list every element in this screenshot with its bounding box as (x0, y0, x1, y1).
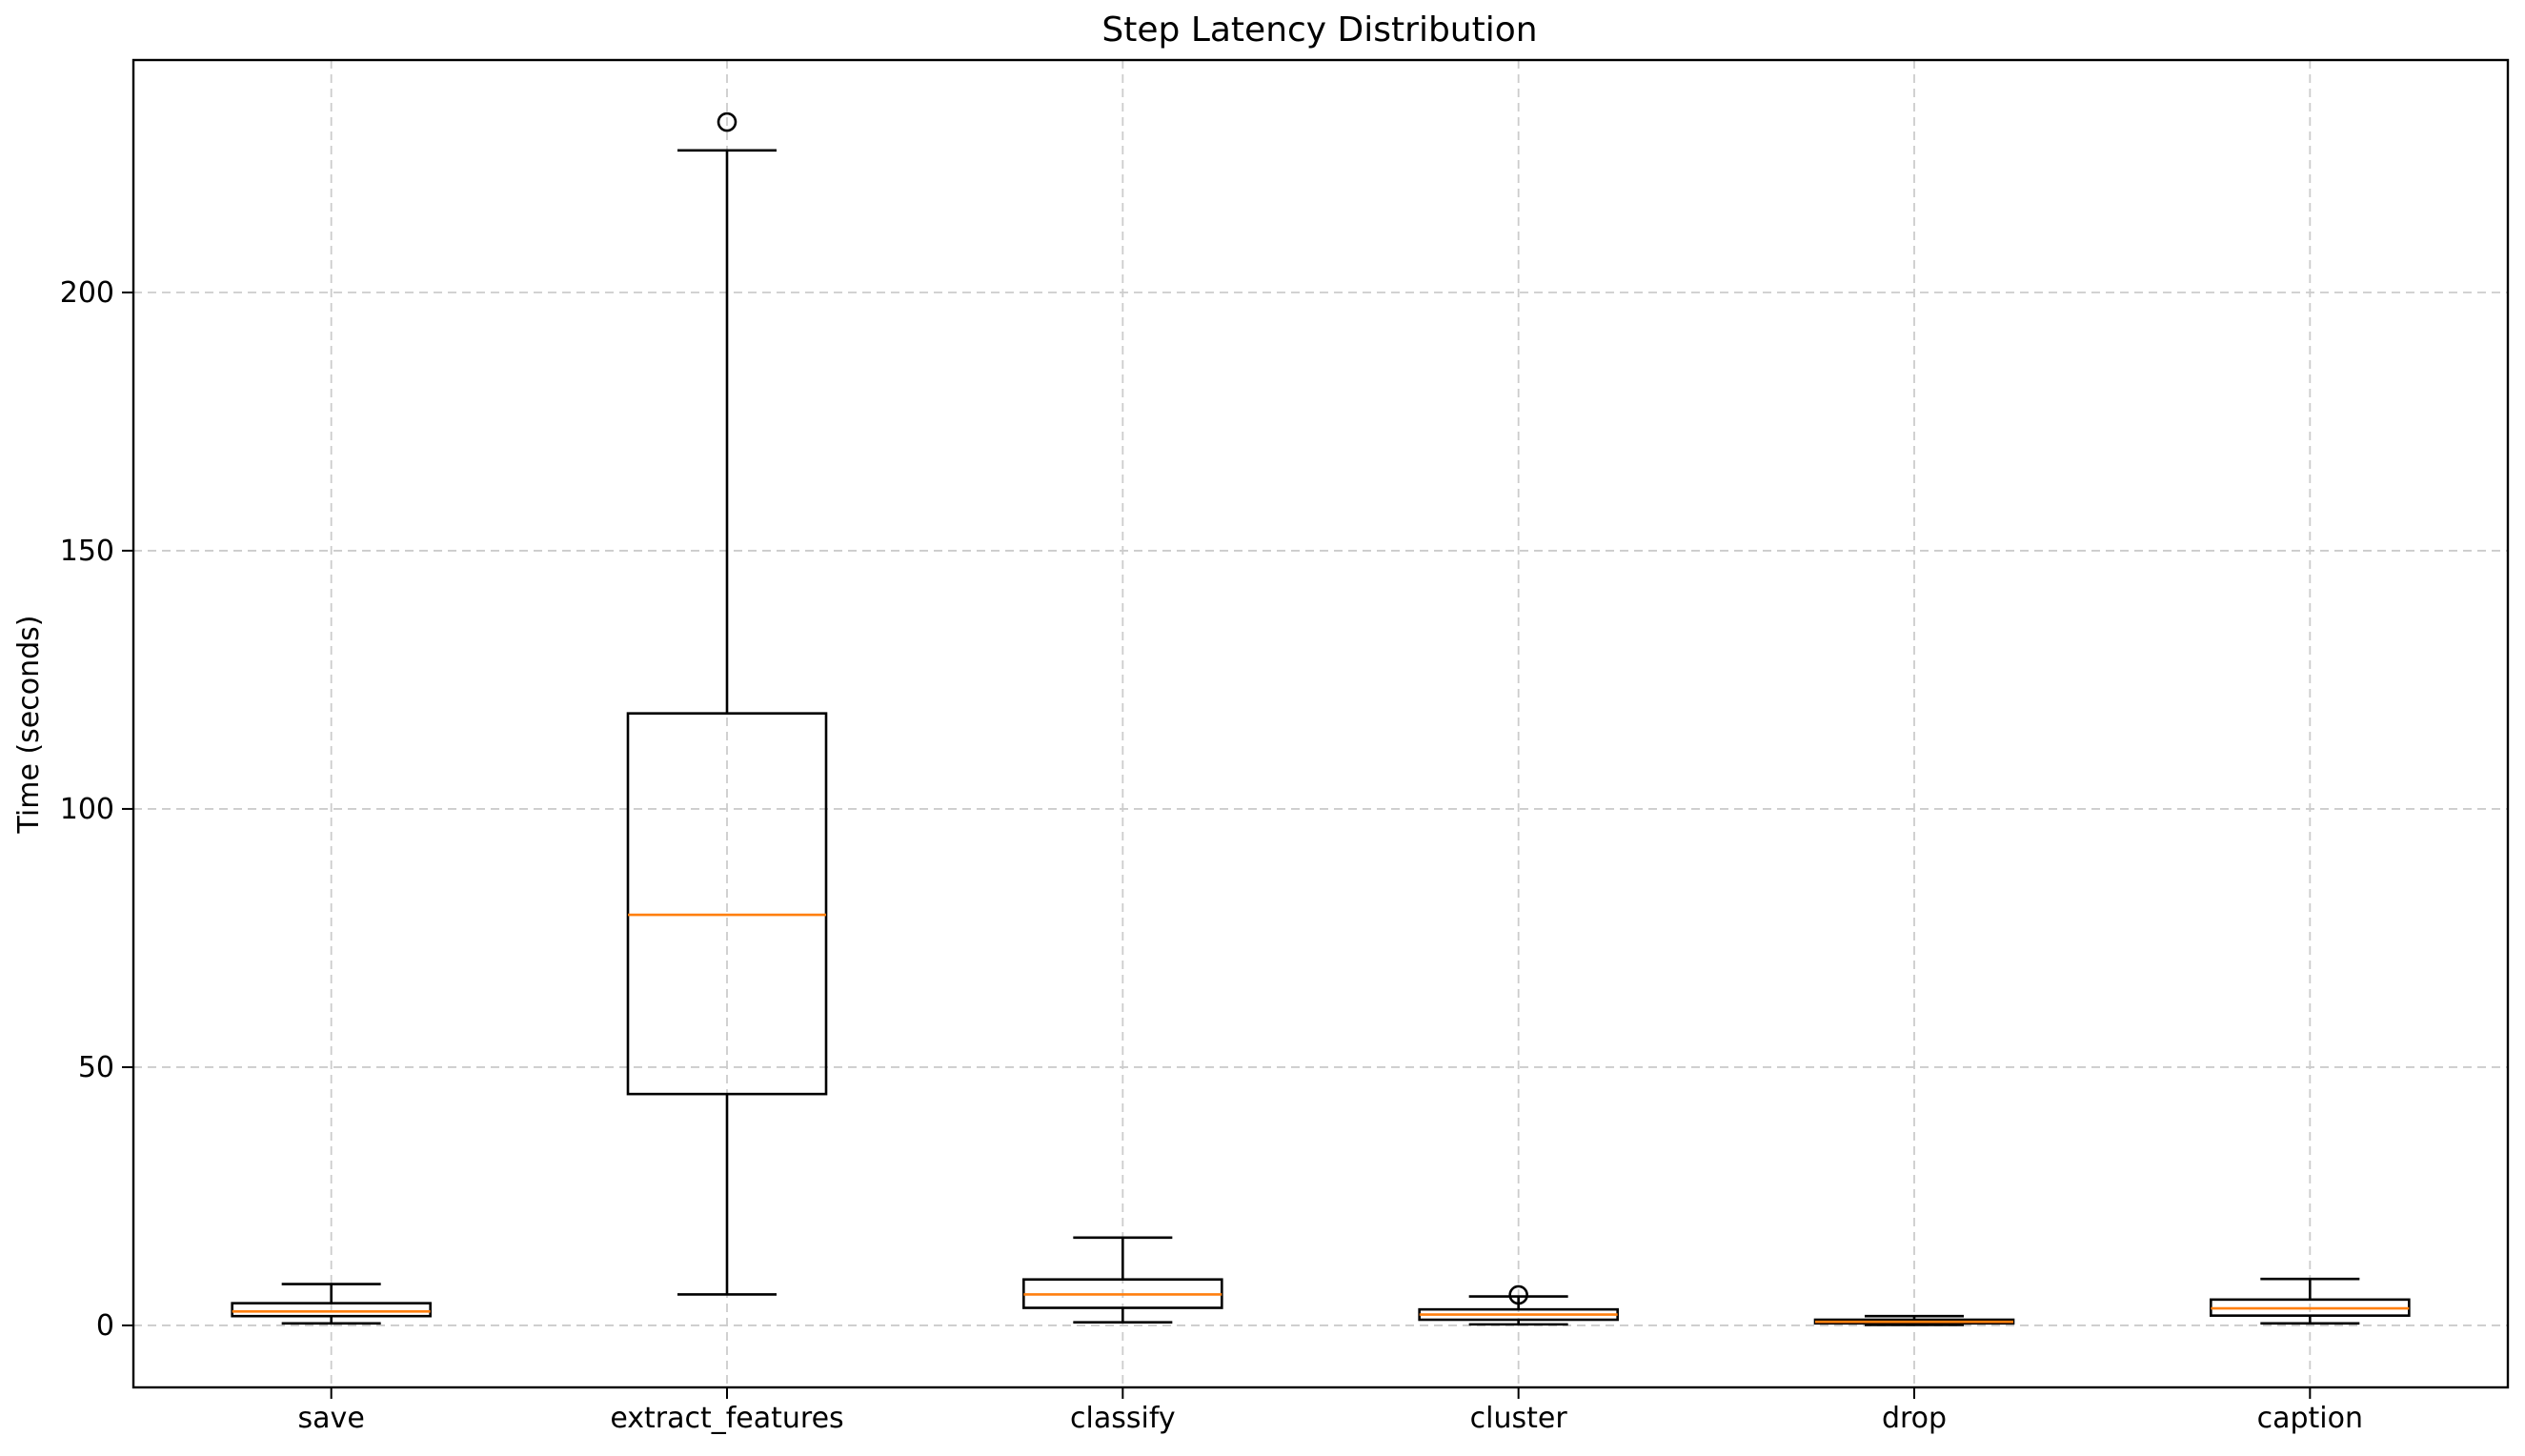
box-extract_features (626, 111, 828, 1296)
iqr-box (626, 712, 828, 1096)
outlier-point (1508, 1284, 1528, 1305)
iqr-box (231, 1302, 432, 1318)
box-layer (231, 111, 2411, 1326)
x-tick-label: drop (1882, 1402, 1947, 1435)
box-classify (1022, 1236, 1223, 1325)
x-tick-label: caption (2257, 1402, 2363, 1435)
chart-title: Step Latency Distribution (1101, 10, 1537, 50)
x-tick-label: save (298, 1402, 365, 1435)
y-tick-label: 150 (60, 535, 114, 568)
y-axis-label: Time (seconds) (12, 616, 46, 835)
box-caption (2210, 1277, 2411, 1325)
y-axis-ticks: 0 50 100 150 200 (60, 276, 133, 1343)
x-tick-label: cluster (1470, 1402, 1568, 1435)
outlier-point (717, 111, 737, 132)
box-drop (1813, 1314, 2015, 1326)
box-save (231, 1283, 432, 1325)
y-tick-label: 100 (60, 793, 114, 826)
x-axis-ticks: save extract_features classify cluster drop c… (298, 1387, 2363, 1435)
x-tick-label: extract_features (610, 1402, 843, 1435)
plot-frame (131, 58, 2510, 1389)
y-tick-label: 50 (78, 1051, 114, 1084)
box-cluster (1418, 1284, 1619, 1326)
x-tick-label: classify (1070, 1402, 1176, 1435)
grid-layer (133, 60, 2508, 1387)
y-tick-label: 0 (96, 1309, 114, 1343)
y-tick-label: 200 (60, 276, 114, 310)
